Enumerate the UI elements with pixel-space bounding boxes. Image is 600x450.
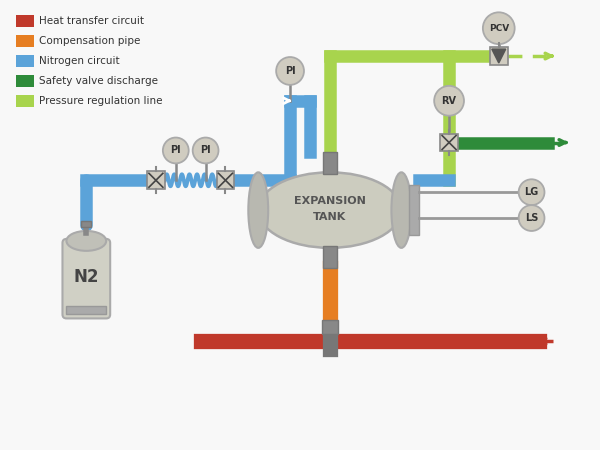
Bar	[217, 171, 235, 189]
Bar	[322, 320, 338, 334]
Ellipse shape	[67, 231, 106, 251]
Text: N2: N2	[74, 268, 99, 286]
Text: Safety valve discharge: Safety valve discharge	[38, 76, 158, 86]
Text: Compensation pipe: Compensation pipe	[38, 36, 140, 46]
Ellipse shape	[248, 172, 268, 248]
Circle shape	[434, 86, 464, 116]
Circle shape	[276, 57, 304, 85]
Text: PCV: PCV	[488, 24, 509, 33]
Bar	[409, 185, 419, 235]
Bar	[16, 75, 34, 87]
Text: Nitrogen circuit: Nitrogen circuit	[38, 56, 119, 66]
Bar	[16, 35, 34, 47]
Text: PI: PI	[170, 145, 181, 155]
Bar	[440, 134, 458, 152]
Text: PI: PI	[200, 145, 211, 155]
Circle shape	[518, 179, 544, 205]
Text: Heat transfer circuit: Heat transfer circuit	[38, 16, 143, 26]
Bar	[67, 306, 106, 315]
Bar	[16, 55, 34, 67]
Circle shape	[518, 205, 544, 231]
FancyBboxPatch shape	[62, 239, 110, 319]
Bar	[323, 153, 337, 174]
Bar	[16, 15, 34, 27]
Text: TANK: TANK	[313, 212, 346, 222]
Ellipse shape	[258, 172, 401, 248]
Ellipse shape	[391, 172, 412, 248]
Bar	[490, 47, 508, 65]
Bar	[82, 221, 91, 227]
Circle shape	[163, 138, 188, 163]
Text: RV: RV	[442, 96, 457, 106]
Bar	[323, 246, 337, 268]
Text: Pressure regulation line: Pressure regulation line	[38, 96, 162, 106]
Text: LS: LS	[525, 213, 538, 223]
Text: EXPANSION: EXPANSION	[294, 196, 366, 206]
Polygon shape	[492, 49, 506, 63]
Circle shape	[193, 138, 218, 163]
Bar	[16, 95, 34, 107]
Circle shape	[483, 12, 515, 44]
Bar	[147, 171, 165, 189]
Text: PI: PI	[285, 66, 295, 76]
Text: LG: LG	[524, 187, 539, 197]
